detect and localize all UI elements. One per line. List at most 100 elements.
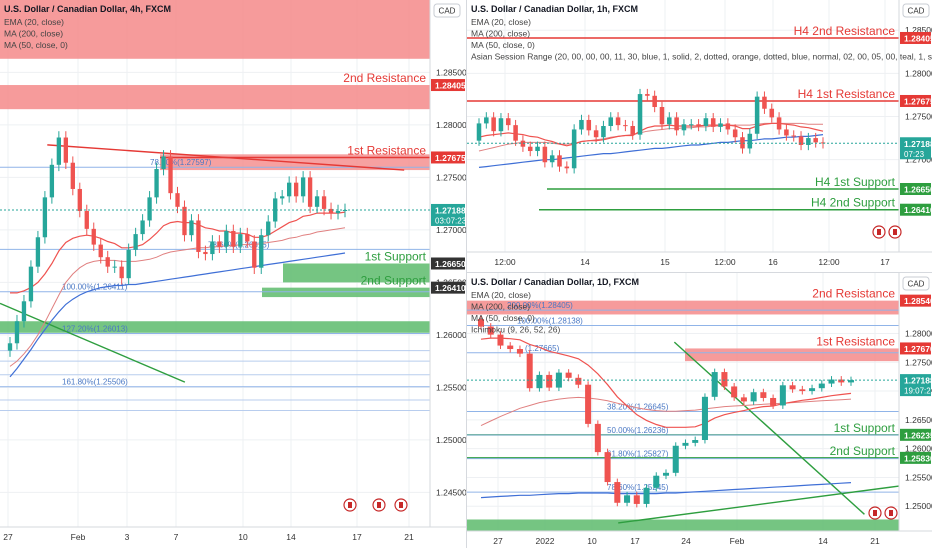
candle [564, 166, 570, 169]
candle [740, 137, 745, 149]
canada-flag-icon [343, 498, 357, 512]
candle [615, 117, 621, 126]
candle [161, 156, 166, 170]
price-tag-label: 1.26410 [904, 205, 932, 215]
candle [809, 388, 816, 392]
time-tick-label: 10 [587, 536, 597, 546]
candle [203, 251, 208, 255]
fib-label: 78.60%(1.27597) [150, 158, 212, 167]
canada-flag-icon [868, 506, 882, 520]
resistance-zone [0, 0, 430, 59]
canada-flag-icon [872, 225, 886, 239]
us-flag-icon [394, 498, 408, 512]
ema-line [480, 337, 852, 428]
ema-line [478, 122, 824, 147]
us-flag-icon [372, 498, 386, 512]
candle [126, 249, 131, 279]
candle [681, 124, 687, 131]
candle [645, 94, 650, 96]
time-tick-label: 12:00 [714, 257, 736, 267]
candle [601, 126, 606, 138]
candle [182, 206, 187, 236]
candle [762, 96, 767, 109]
candle [585, 384, 592, 424]
time-tick-label: 3 [125, 532, 130, 542]
zone-label: H4 2nd Support [811, 196, 896, 210]
candle [791, 135, 796, 137]
currency-badge [433, 3, 461, 18]
price-tag-label: 1.28540 [904, 296, 932, 306]
candle [674, 117, 679, 131]
candle [806, 138, 811, 145]
price-tag [900, 451, 931, 464]
ema-line [10, 211, 346, 294]
zone-label: 2nd Resistance [812, 287, 895, 301]
candle [526, 353, 533, 389]
trendline [673, 341, 865, 515]
time-tick-label: 17 [880, 257, 890, 267]
price-tag [900, 94, 931, 107]
last-price-label: 1.27188 [904, 376, 932, 386]
candle [342, 209, 348, 212]
price-tag [900, 183, 931, 195]
candle [732, 129, 738, 138]
flag-mark [377, 502, 381, 508]
time-tick-label: 14 [818, 536, 828, 546]
time-tick-label: 27 [3, 532, 13, 542]
currency-badge [902, 3, 930, 18]
price-tick-label: 1.27500 [905, 357, 932, 367]
time-tick-label: 16 [768, 257, 778, 267]
indicator-label: MA (50, close, 0) [4, 40, 68, 50]
candle [300, 177, 306, 197]
zone-label: 1st Resistance [816, 334, 895, 348]
candle [555, 372, 562, 388]
candle [799, 389, 806, 392]
chart-panel-4h[interactable]: 2nd Resistance 1st Resistance 1st Support 2… [0, 0, 467, 548]
candle [662, 472, 670, 476]
candle [314, 196, 320, 207]
indicator-label: Asian Session Range (20, 00, 00, 00, 11,… [471, 52, 932, 62]
ma50-line [478, 122, 823, 152]
flag-mark [877, 229, 881, 235]
candle [168, 156, 173, 194]
candle [70, 162, 75, 189]
candle [789, 385, 796, 390]
chart-title: U.S. Dollar / Canadian Dollar, 4h, FXCM [4, 4, 171, 14]
chart-svg-4h: 2nd Resistance 1st Resistance 1st Support 2… [0, 0, 466, 542]
support-zone [467, 519, 899, 531]
ma50-line [9, 227, 346, 367]
candle [266, 221, 271, 236]
price-tag-label: 1.28405 [435, 81, 466, 91]
candle [42, 197, 48, 238]
chart-title: U.S. Dollar / Canadian Dollar, 1h, FXCM [471, 4, 638, 14]
candle [571, 129, 577, 169]
candle [147, 197, 152, 221]
indicator-label: MA (200, close) [471, 29, 530, 39]
candle [238, 234, 243, 247]
candle [740, 397, 747, 402]
candle [259, 235, 264, 268]
candle [280, 196, 285, 199]
candle [293, 182, 299, 197]
candle [273, 198, 278, 222]
chart-panel-1d[interactable]: 2nd Resistance 1st Resistance 1st Support 2… [467, 273, 932, 548]
candle [557, 155, 562, 167]
candle [507, 345, 514, 350]
candle [594, 423, 601, 453]
flag-mark [893, 229, 897, 235]
price-tag-label: 1.28405 [904, 33, 932, 43]
chart-title: U.S. Dollar / Canadian Dollar, 1D, FXCM [471, 277, 639, 287]
candle [667, 117, 672, 125]
support-zone [262, 287, 430, 298]
chart-panel-1h[interactable]: H4 2nd Resistance H4 1st Resistance H4 1st… [467, 0, 932, 273]
candle [770, 397, 777, 406]
candle [653, 475, 660, 488]
candle [549, 155, 555, 163]
candle [189, 220, 194, 236]
candle [21, 301, 27, 322]
indicator-label: MA (50, close, 0) [471, 313, 535, 323]
candle [7, 343, 13, 351]
zone-label: H4 1st Resistance [798, 87, 896, 101]
candle [828, 379, 835, 384]
candle [506, 118, 511, 126]
